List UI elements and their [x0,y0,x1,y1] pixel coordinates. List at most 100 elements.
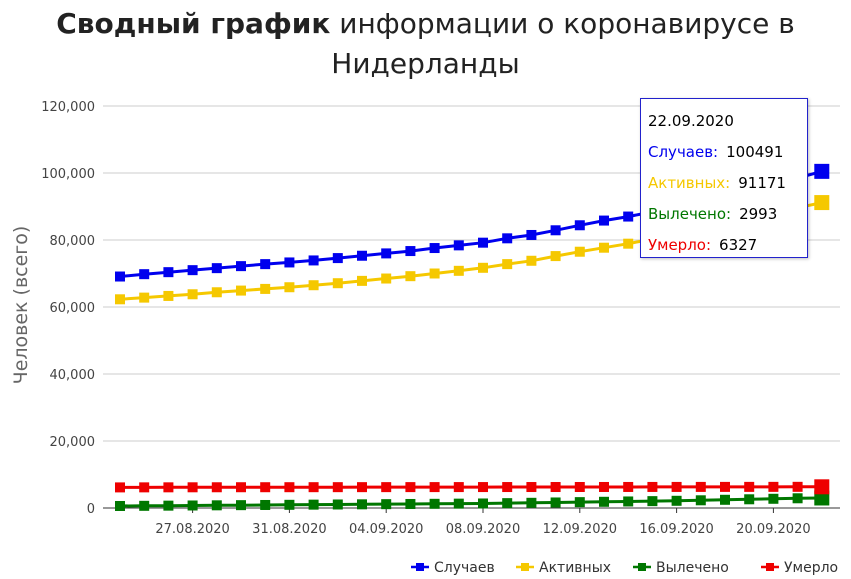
tooltip: 22.09.2020 Случаев: 100491 Активных: 91171… [640,98,808,258]
series-line [120,485,822,489]
data-point [381,499,392,510]
data-point [574,220,585,231]
x-tick-label: 04.09.2020 [349,522,423,537]
tooltip-label-active: Активных: [648,174,731,192]
y-tick-label: 80,000 [50,234,96,249]
tooltip-date: 22.09.2020 [648,112,734,130]
data-point [381,482,392,493]
data-point [405,246,416,257]
legend-label: Активных [539,560,611,576]
data-point [599,496,609,507]
data-point [187,289,198,300]
data-point [211,287,222,298]
data-point [284,482,295,493]
data-point [599,481,609,492]
data-point [574,497,585,508]
data-point [260,482,271,493]
data-point [405,271,416,282]
legend-item-0[interactable]: Случаев [411,560,495,576]
legend-label: Случаев [434,560,495,576]
data-point [284,499,295,510]
data-point [308,280,319,291]
data-point [332,482,343,493]
tooltip-value-active: 91171 [738,174,786,192]
data-point [308,482,319,493]
data-point [502,498,513,509]
data-point [453,265,464,276]
data-point [623,496,634,507]
data-point [550,482,561,493]
series-3 [115,479,830,495]
data-point [768,493,779,504]
data-point [405,482,416,493]
y-tick-label: 120,000 [41,100,95,115]
tooltip-value-cases: 100491 [726,143,784,161]
data-point [695,495,706,506]
data-point [429,243,440,254]
data-point [574,246,585,257]
tooltip-row-cases: Случаев: 100491 [648,140,807,171]
x-tick-label: 12.09.2020 [543,522,617,537]
data-point [814,163,830,179]
data-point [139,292,150,303]
data-point [284,257,295,268]
data-point [478,482,488,493]
data-point [695,481,706,492]
data-point [115,482,125,493]
legend-label: Вылечено [656,560,729,576]
data-point [623,238,634,249]
data-point [236,261,246,272]
legend-item-2[interactable]: Вылечено [633,560,729,576]
x-tick-label: 16.09.2020 [639,522,713,537]
legend-item-1[interactable]: Активных [516,560,611,576]
data-point [792,481,803,492]
legend[interactable]: Случаев Активных Вылечено Умерло [411,560,838,576]
data-point [236,285,246,296]
legend-marker [766,563,774,571]
data-point [260,499,271,510]
tooltip-row-active: Активных: 91171 [648,171,807,202]
data-point [187,482,198,493]
data-point [381,248,392,259]
chart-title-bold: Сводный график [56,7,331,40]
chart-title-rest: информации о коронавирусе в Нидерланды [330,7,795,80]
data-point [211,263,222,274]
y-tick-label: 60,000 [50,301,96,316]
data-point [357,250,367,261]
data-point [332,253,343,264]
data-point [671,481,682,492]
data-point [768,481,779,492]
legend-marker [638,563,646,571]
tooltip-row-recovered: Вылечено: 2993 [648,202,807,233]
tooltip-row-deaths: Умерло: 6327 [648,233,807,264]
data-point [163,482,174,493]
x-axis-ticks: 27.08.2020 31.08.2020 04.09.2020 08.09.2020… [155,508,811,537]
data-point [599,215,609,226]
data-point [720,494,730,505]
y-tick-label: 0 [87,502,95,517]
legend-item-3[interactable]: Умерло [761,560,838,576]
data-point [502,482,513,493]
tooltip-value-deaths: 6327 [719,236,758,254]
data-point [308,255,319,266]
tooltip-value-recovered: 2993 [739,205,778,223]
data-point [284,282,295,293]
data-point [163,290,174,301]
data-point [647,481,658,492]
data-point [526,255,537,266]
data-point [115,271,125,282]
data-point [744,481,755,492]
data-point [478,262,488,273]
data-point [647,496,658,507]
data-point [792,493,803,504]
data-point [115,500,125,511]
data-point [550,251,561,262]
y-axis-ticks: 0 20,000 40,000 60,000 80,000 100,000 120,000 [41,100,95,517]
data-point [599,242,609,253]
data-point [187,265,198,276]
data-point [502,259,513,270]
data-point [139,269,150,280]
data-point [526,497,537,508]
data-point [526,482,537,493]
